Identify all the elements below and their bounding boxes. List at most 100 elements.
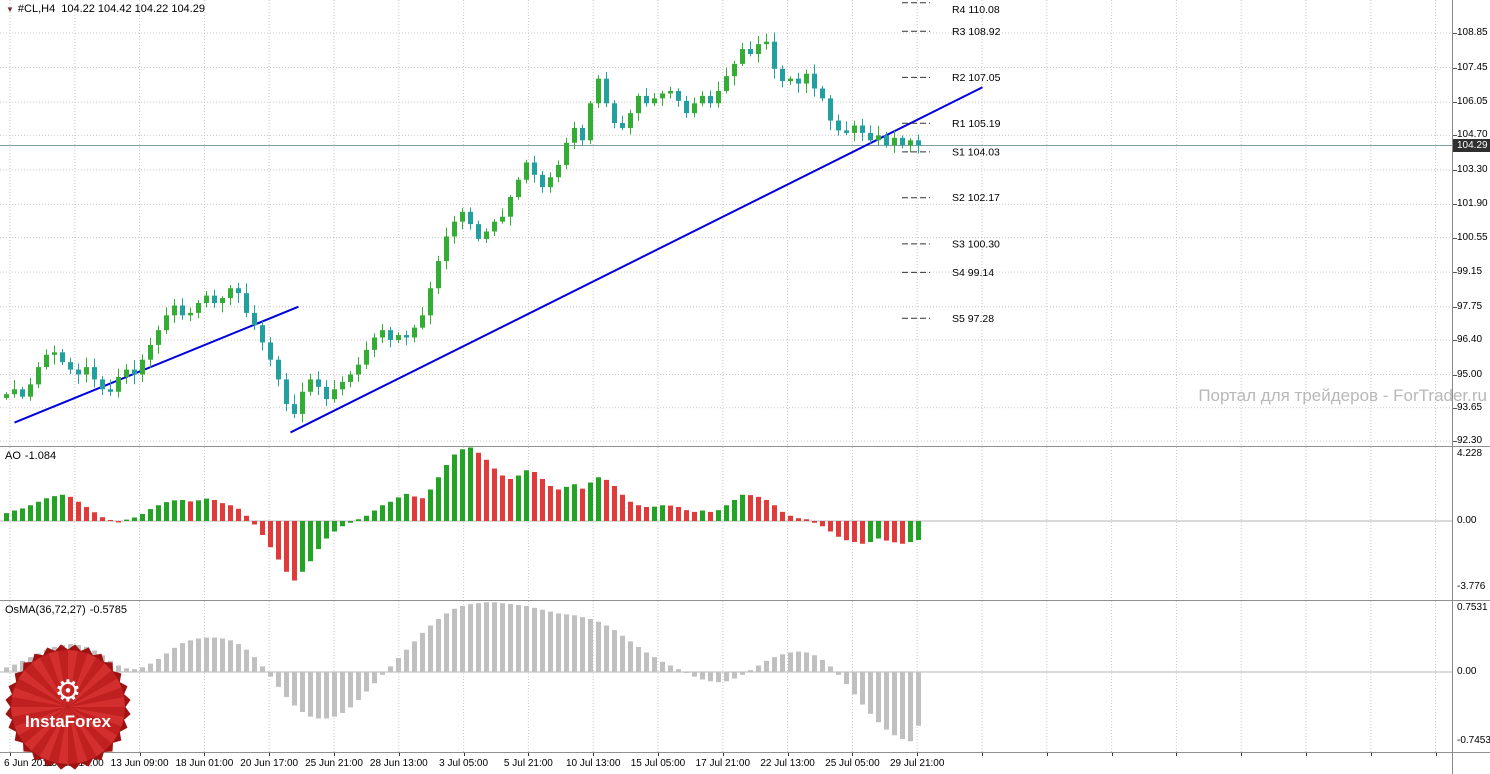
panel-separator[interactable] [0,752,1490,753]
osma-indicator-canvas[interactable] [0,601,1452,752]
candle [740,49,745,64]
candle [724,76,729,91]
candle [772,41,777,69]
candle [148,344,153,360]
indicator-bar [188,640,193,672]
time-axis-tick [10,753,11,756]
indicator-bar [4,513,9,521]
indicator-bar [436,618,441,672]
logo-ray [68,653,97,707]
time-axis-label: 25 Jul 05:00 [825,758,880,769]
indicator-bar [340,672,345,713]
indicator-bar [68,496,73,521]
trendline[interactable] [290,86,983,434]
indicator-bar [532,607,537,672]
indicator-bar [220,638,225,672]
price-axis-label: 106.05 [1457,96,1488,108]
indicator-bar [276,521,281,560]
indicator-bar [484,459,489,521]
trendline[interactable] [14,305,299,424]
indicator-bar [396,658,401,672]
instaforex-logo: ⚙ InstaForex [5,644,131,770]
candle [852,125,857,133]
logo-ray [39,707,68,761]
indicator-bar [172,500,177,521]
candle [628,113,633,128]
indicator-bar [380,672,385,675]
indicator-bar [884,521,889,541]
indicator-bar [764,660,769,672]
indicator-bar [892,521,897,543]
indicator-bar [300,521,305,572]
candle [412,327,417,338]
indicator-bar [756,665,761,672]
candle [84,367,89,375]
osma-indicator-name: OsMA(36,72,27) [5,604,86,616]
indicator-bar [692,672,697,677]
indicator-bar [292,521,297,581]
indicator-bar [268,672,273,677]
candle [828,98,833,121]
candle [116,376,121,392]
indicator-bar [212,637,217,672]
indicator-bar [556,489,561,521]
logo-ray [68,707,88,764]
time-axis-label: 3 Jul 05:00 [439,758,489,769]
candle [588,103,593,141]
pivot-label: R3 108.92 [952,26,1001,38]
indicator-bar [732,672,737,679]
logo-ray [68,707,97,761]
candle [604,78,609,104]
indicator-bar [636,505,641,521]
ao-indicator-header: AO -1.084 [5,450,60,462]
ohlc-values: 104.22 104.42 104.22 104.29 [61,3,205,15]
indicator-bar [868,521,873,542]
indicator-bar [12,664,17,672]
price-axis[interactable]: 108.85 107.45 106.05 104.70 103.30 101.90 100.… [1452,0,1490,774]
indicator-bar [292,672,297,706]
indicator-bar [436,477,441,521]
main-chart-canvas[interactable]: R4 110.08 R3 108.92 R2 107.05 R1 105.19 S1 1… [0,0,1452,446]
indicator-bar [388,666,393,672]
indicator-bar [284,672,289,698]
panel-separator[interactable] [0,446,1490,447]
logo-ray [39,653,68,707]
candle [348,374,353,382]
price-axis-tick [1453,407,1457,409]
indicator-bar [196,638,201,672]
candle [636,95,641,114]
candle [780,68,785,82]
indicator-bar [476,452,481,521]
candle [196,303,201,313]
price-axis-tick [1453,204,1457,206]
indicator-bar [252,657,257,672]
candle [492,221,497,232]
candle [644,95,649,104]
indicator-bar [148,663,153,672]
logo-ray [48,650,68,707]
indicator-bar [660,505,665,521]
pivot-label: S4 99.14 [952,267,994,279]
panel-separator[interactable] [0,600,1490,601]
logo-ray [11,697,68,707]
indicator-bar [492,468,497,521]
indicator-bar [892,672,897,736]
indicator-bar [508,604,513,672]
time-axis-tick [982,753,983,756]
indicator-bar [796,518,801,521]
candle [260,325,265,343]
indicator-bar [340,521,345,527]
indicator-bar [516,475,521,521]
indicator-bar [276,672,281,687]
price-axis-tick [1453,306,1457,308]
indicator-bar [484,602,489,672]
indicator-bar [836,521,841,537]
candle [204,295,209,304]
indicator-bar [204,498,209,521]
candle [764,41,769,45]
ao-indicator-canvas[interactable] [0,447,1452,600]
time-axis-tick [528,753,530,756]
time-axis-tick [658,753,659,756]
candle [276,359,281,380]
